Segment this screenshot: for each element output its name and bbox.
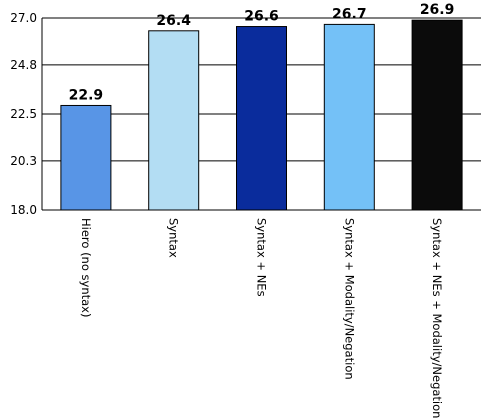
bar bbox=[60, 104, 112, 211]
category-label: Syntax + Modality/Negation bbox=[342, 218, 356, 380]
y-tick-label: 20.3 bbox=[10, 154, 37, 168]
bar bbox=[411, 19, 463, 211]
bar bbox=[236, 26, 287, 211]
data-label: 26.6 bbox=[244, 9, 279, 25]
data-label: 26.9 bbox=[420, 2, 455, 18]
category-label: Syntax bbox=[167, 218, 181, 258]
y-tick-label: 27.0 bbox=[10, 11, 37, 25]
category-label: Hiero (no syntax) bbox=[79, 218, 93, 318]
data-label: 26.7 bbox=[332, 6, 367, 22]
y-axis-ticks: 18.0 20.3 22.5 24.8 27.0 bbox=[10, 11, 37, 217]
category-label: Syntax + NEs + Modality/Negation bbox=[430, 218, 444, 418]
data-labels: 22.9 26.4 26.6 26.7 26.9 bbox=[69, 2, 455, 103]
y-tick-label: 18.0 bbox=[10, 203, 37, 217]
bar bbox=[323, 23, 375, 211]
y-tick-label: 22.5 bbox=[10, 107, 37, 121]
axes bbox=[41, 18, 481, 211]
bar bbox=[148, 30, 200, 211]
category-labels: Hiero (no syntax) Syntax Syntax + NEs Synta… bbox=[79, 218, 444, 418]
y-tick-label: 24.8 bbox=[10, 58, 37, 72]
bars bbox=[60, 19, 463, 211]
category-label: Syntax + NEs bbox=[255, 218, 269, 297]
data-label: 22.9 bbox=[69, 87, 104, 103]
data-label: 26.4 bbox=[156, 13, 191, 29]
